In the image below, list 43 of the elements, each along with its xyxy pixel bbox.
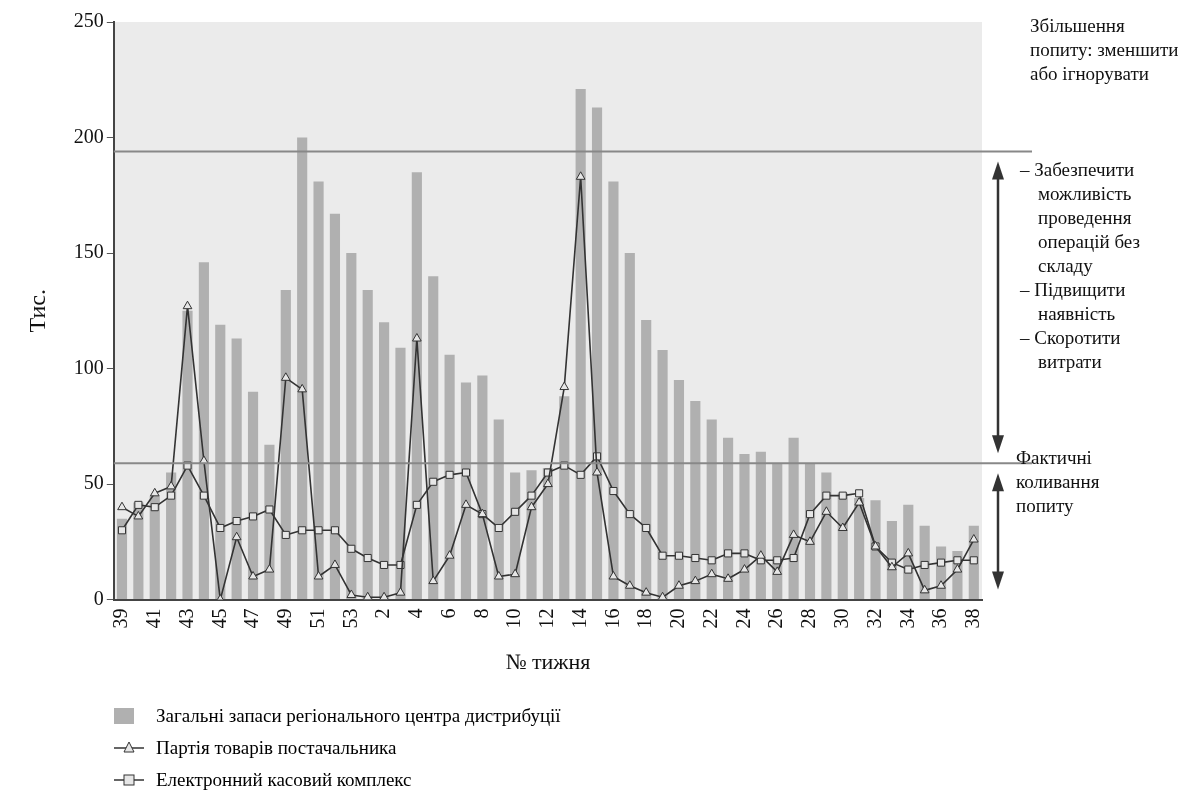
y-axis-title: Тис.	[23, 289, 50, 333]
text: – Скоротити витрати	[1020, 326, 1122, 374]
x-tick-label: 38	[961, 608, 984, 629]
x-tick-label: 28	[797, 608, 820, 629]
x-tick-label: 14	[567, 608, 590, 629]
x-tick-label: 22	[698, 608, 721, 629]
x-tick-label: 6	[436, 608, 459, 619]
x-tick-label: 24	[731, 608, 754, 629]
legend-label: Партія товарів постачальника	[156, 737, 397, 759]
x-tick-label: 2	[371, 608, 394, 619]
x-tick-label: 8	[469, 608, 492, 619]
text: Фактичні коливання попиту	[1016, 446, 1101, 518]
y-tick-label: 250	[73, 9, 104, 32]
x-tick-label: 32	[862, 608, 885, 629]
text: – Підвищити наявність	[1020, 278, 1127, 326]
x-tick-label: 18	[633, 608, 656, 629]
y-tick-label: 50	[83, 471, 104, 494]
x-tick-label: 53	[338, 608, 361, 629]
x-tick-label: 45	[207, 608, 230, 629]
x-tick-label: 39	[109, 608, 132, 629]
x-tick-label: 30	[830, 608, 853, 629]
x-tick-label: 16	[600, 608, 623, 629]
y-tick-label: 100	[73, 355, 104, 378]
x-tick-label: 12	[535, 608, 558, 629]
x-axis-title: № тижня	[505, 648, 591, 674]
x-tick-label: 34	[895, 608, 918, 629]
x-tick-label: 36	[928, 608, 951, 629]
text: – Забезпечити можливість проведення операцій без складу	[1020, 158, 1141, 278]
y-tick-label: 200	[73, 124, 104, 147]
x-tick-label: 20	[666, 608, 689, 629]
legend-label: Загальні запаси регіонального центра дистрибуції	[156, 705, 561, 727]
y-tick-label: 150	[73, 240, 104, 263]
x-tick-label: 49	[273, 608, 296, 629]
x-tick-label: 4	[404, 608, 427, 619]
text: Збільшення попиту: зменшити або ігнорувати	[1030, 14, 1180, 86]
x-tick-label: 47	[240, 608, 263, 629]
legend-label: Електронний касовий комплекс	[156, 769, 412, 791]
x-tick-label: 51	[305, 608, 328, 629]
x-tick-label: 26	[764, 608, 787, 629]
x-tick-label: 10	[502, 608, 525, 629]
y-tick-label: 0	[93, 586, 104, 609]
x-tick-label: 41	[142, 608, 164, 629]
x-tick-label: 43	[174, 608, 197, 629]
